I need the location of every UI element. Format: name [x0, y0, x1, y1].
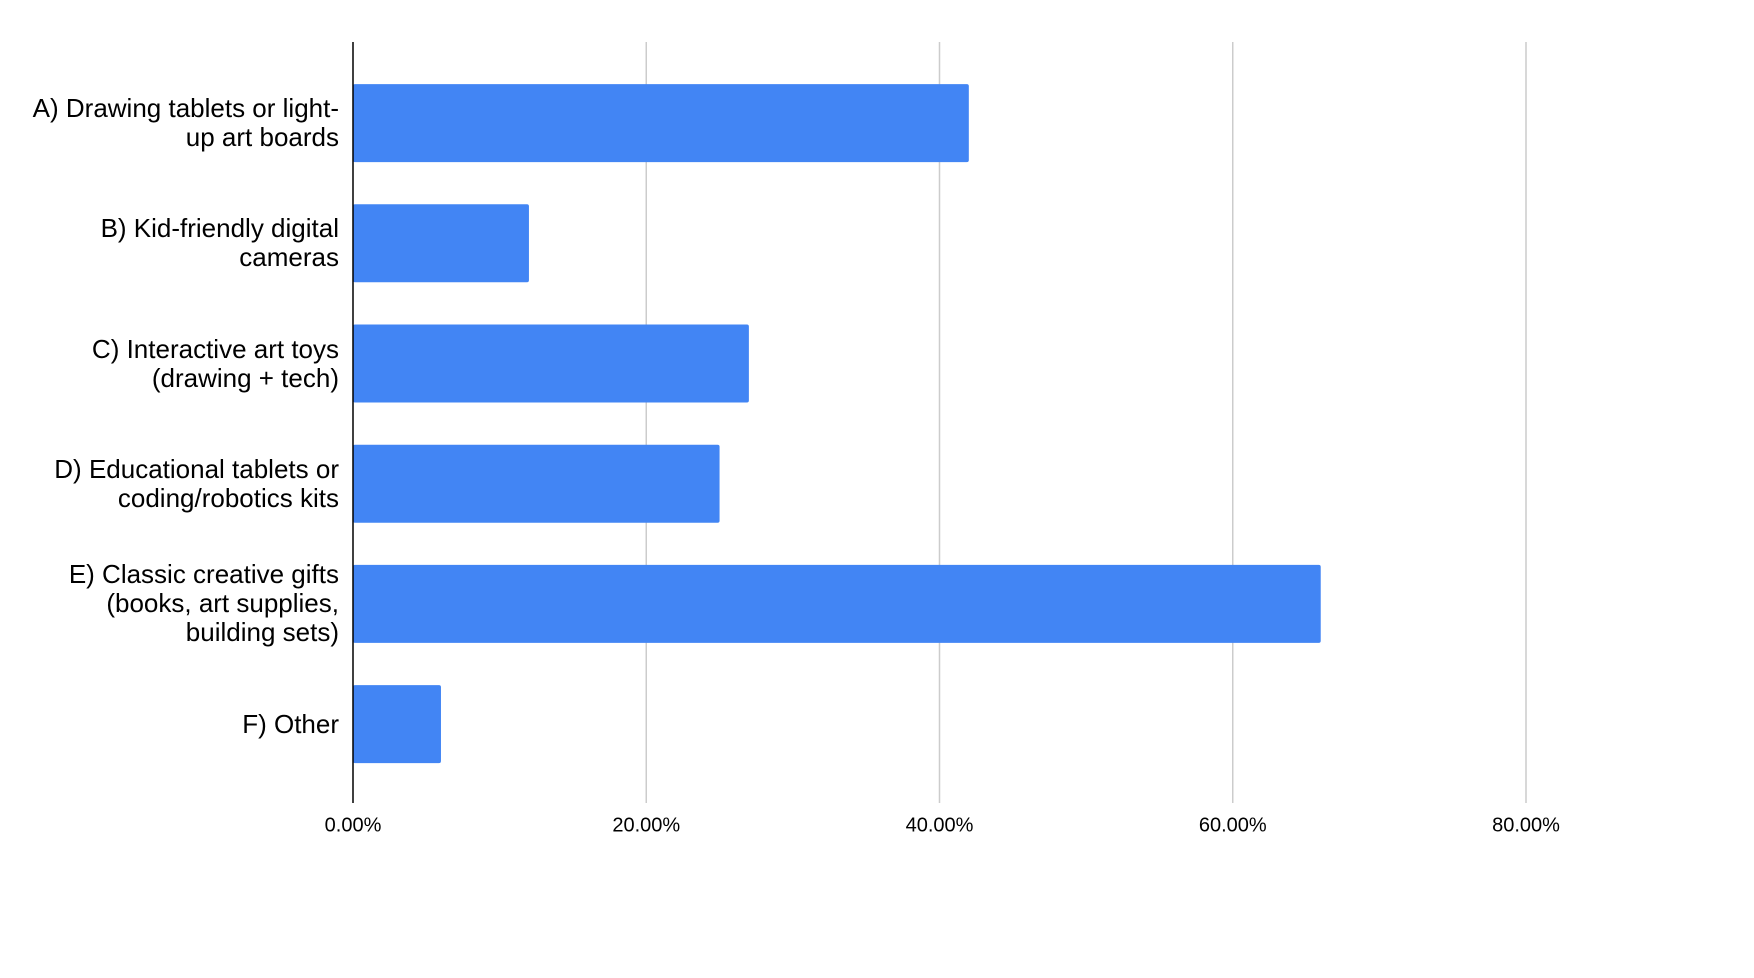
x-tick-label: 60.00%: [1199, 814, 1267, 836]
bar: [353, 204, 529, 283]
x-tick-label: 80.00%: [1492, 814, 1560, 836]
bar: [353, 324, 749, 403]
x-tick-label: 40.00%: [906, 814, 974, 836]
y-tick-label: D) Educational tablets or coding/robotic…: [54, 453, 339, 513]
bar: [353, 685, 441, 764]
y-tick-label: C) Interactive art toys (drawing + tech): [91, 333, 339, 393]
x-tick-label: 20.00%: [612, 814, 680, 836]
bar: [353, 564, 1321, 643]
bar: [353, 444, 720, 523]
y-tick-label: E) Classic creative gifts (books, art su…: [68, 559, 339, 648]
x-tick-label: 0.00%: [325, 814, 382, 836]
bar: [353, 84, 969, 163]
y-tick-label: A) Drawing tablets or light-up art board…: [32, 93, 339, 153]
y-tick-label: F) Other: [242, 708, 339, 739]
y-tick-label: B) Kid-friendly digital cameras: [100, 213, 339, 273]
